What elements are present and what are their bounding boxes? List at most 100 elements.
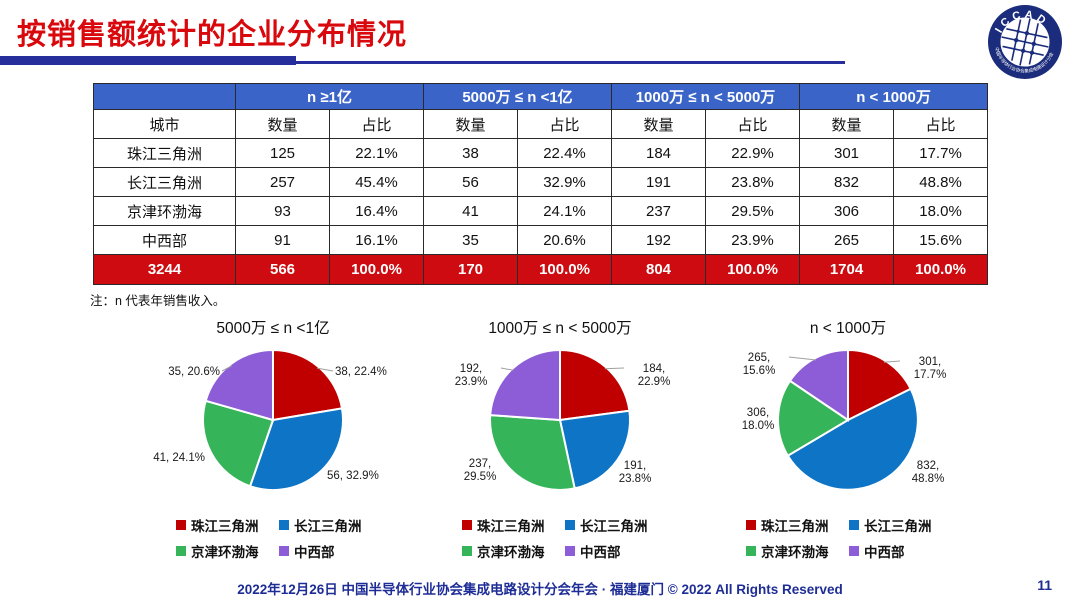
share-cell: 20.6% bbox=[517, 225, 612, 255]
pie-label: 832, 48.8% bbox=[912, 460, 945, 485]
count-cell: 257 bbox=[235, 167, 330, 197]
count-cell: 832 bbox=[799, 167, 895, 197]
legend-swatch-red bbox=[746, 520, 756, 530]
group-header-cell: 1000万 ≤ n < 5000万 bbox=[610, 83, 801, 110]
legend-item: 长江三角洲 bbox=[849, 515, 952, 535]
legend-swatch-purple bbox=[849, 546, 859, 556]
count-cell: 93 bbox=[235, 196, 330, 226]
legend-swatch-red bbox=[176, 520, 186, 530]
pie-slice-京津环渤海 bbox=[489, 414, 576, 491]
legend-row: 珠江三角洲 长江三角洲 bbox=[746, 512, 976, 538]
legend-item: 京津环渤海 bbox=[176, 541, 279, 561]
pie-label: 265, 15.6% bbox=[743, 352, 776, 377]
pie-label: 192, 23.9% bbox=[455, 363, 488, 388]
legend-label: 中西部 bbox=[864, 545, 905, 560]
count-cell: 306 bbox=[799, 196, 895, 226]
legend-label: 长江三角洲 bbox=[294, 519, 362, 534]
pie-label: 184, 22.9% bbox=[638, 363, 671, 388]
total-cell: 100.0% bbox=[704, 254, 801, 285]
legend-swatch-blue bbox=[849, 520, 859, 530]
subheader-cell: 数量 bbox=[799, 109, 895, 139]
pie-slice-珠江三角洲 bbox=[847, 348, 913, 422]
count-cell: 91 bbox=[235, 225, 330, 255]
legend-label: 中西部 bbox=[580, 545, 621, 560]
pie-title-3: n < 1000万 bbox=[809, 320, 887, 337]
share-cell: 15.6% bbox=[893, 225, 989, 255]
share-cell: 48.8% bbox=[893, 167, 989, 197]
legend-row: 京津环渤海 中西部 bbox=[746, 538, 976, 564]
share-cell: 22.4% bbox=[517, 138, 612, 168]
legend-label: 长江三角洲 bbox=[580, 519, 648, 534]
legend-label: 京津环渤海 bbox=[477, 545, 545, 560]
count-cell: 237 bbox=[611, 196, 706, 226]
city-cell: 中西部 bbox=[93, 225, 236, 255]
legend-label: 珠江三角洲 bbox=[761, 519, 829, 534]
share-cell: 16.4% bbox=[329, 196, 424, 226]
total-city-cell: 3244 bbox=[93, 254, 236, 285]
table-row: 中西部 91 16.1% 35 20.6% 192 23.9% 265 15.6… bbox=[93, 225, 989, 255]
city-cell: 京津环渤海 bbox=[93, 196, 236, 226]
pie-slice-珠江三角洲 bbox=[272, 348, 344, 422]
legend-label: 中西部 bbox=[294, 545, 335, 560]
title-accent-bar-thick bbox=[0, 56, 296, 65]
total-cell: 100.0% bbox=[517, 254, 612, 285]
page-title: 按销售额统计的企业分布情况 bbox=[17, 19, 408, 51]
legend-item: 珠江三角洲 bbox=[462, 515, 565, 535]
title-accent-bar-thin bbox=[296, 61, 845, 64]
table-group-header-row: n ≥1亿 5000万 ≤ n <1亿 1000万 ≤ n < 5000万 n … bbox=[93, 83, 989, 110]
share-cell: 22.9% bbox=[704, 138, 801, 168]
iccad-logo: ICCAD 中国半导体行业协会集成电路设计分会 bbox=[988, 5, 1062, 79]
total-cell: 170 bbox=[423, 254, 518, 285]
share-cell: 45.4% bbox=[329, 167, 424, 197]
pie-chart-1: 38, 22.4% 56, 32.9% 41, 24.1% 35, 20.6% bbox=[153, 348, 387, 491]
legend-pie-2: 珠江三角洲 长江三角洲 京津环渤海 中西部 bbox=[462, 512, 692, 564]
count-cell: 191 bbox=[611, 167, 706, 197]
pie-chart-2: 184, 22.9% 191, 23.8% 237, 29.5% 192, 23.9% bbox=[455, 348, 671, 491]
legend-item: 珠江三角洲 bbox=[746, 515, 849, 535]
legend-swatch-purple bbox=[565, 546, 575, 556]
label-leader-line bbox=[788, 356, 817, 361]
pie-label: 237, 29.5% bbox=[464, 458, 497, 483]
city-cell: 长江三角洲 bbox=[93, 167, 236, 197]
total-cell: 100.0% bbox=[893, 254, 989, 285]
footer-text: 2022年12月26日 中国半导体行业协会集成电路设计分会年会 · 福建厦门 ©… bbox=[237, 582, 843, 597]
share-cell: 17.7% bbox=[893, 138, 989, 168]
legend-label: 京津环渤海 bbox=[191, 545, 259, 560]
pie-title-2: 1000万 ≤ n < 5000万 bbox=[488, 320, 632, 337]
subheader-cell: 数量 bbox=[611, 109, 706, 139]
legend-swatch-green bbox=[746, 546, 756, 556]
legend-item: 珠江三角洲 bbox=[176, 515, 279, 535]
legend-swatch-purple bbox=[279, 546, 289, 556]
legend-pie-3: 珠江三角洲 长江三角洲 京津环渤海 中西部 bbox=[746, 512, 976, 564]
pie-label: 306, 18.0% bbox=[742, 407, 775, 432]
total-cell: 100.0% bbox=[329, 254, 424, 285]
share-cell: 22.1% bbox=[329, 138, 424, 168]
page-number: 11 bbox=[1037, 577, 1052, 593]
legend-swatch-blue bbox=[565, 520, 575, 530]
legend-swatch-red bbox=[462, 520, 472, 530]
legend-row: 京津环渤海 中西部 bbox=[176, 538, 406, 564]
pie-slice-中西部 bbox=[489, 348, 561, 422]
subheader-cell: 占比 bbox=[329, 109, 424, 139]
pie-slice-中西部 bbox=[204, 348, 274, 422]
label-leader-line bbox=[883, 360, 901, 363]
legend-item: 中西部 bbox=[565, 541, 668, 561]
subheader-cell: 占比 bbox=[704, 109, 801, 139]
legend-item: 长江三角洲 bbox=[279, 515, 382, 535]
legend-item: 中西部 bbox=[849, 541, 952, 561]
count-cell: 192 bbox=[611, 225, 706, 255]
label-leader-line bbox=[316, 367, 334, 372]
label-leader-line bbox=[500, 367, 514, 371]
pie-chart-3: 301, 17.7% 832, 48.8% 306, 18.0% 265, 15.6% bbox=[742, 348, 946, 491]
pie-label: 41, 24.1% bbox=[153, 452, 205, 464]
count-cell: 265 bbox=[799, 225, 895, 255]
group-header-cell: 5000万 ≤ n <1亿 bbox=[423, 83, 612, 110]
city-cell: 珠江三角洲 bbox=[93, 138, 236, 168]
legend-label: 长江三角洲 bbox=[864, 519, 932, 534]
subheader-cell: 数量 bbox=[235, 109, 330, 139]
total-cell: 804 bbox=[611, 254, 706, 285]
sales-distribution-table: n ≥1亿 5000万 ≤ n <1亿 1000万 ≤ n < 5000万 n … bbox=[93, 83, 989, 285]
pie-slice-中西部 bbox=[788, 348, 849, 422]
total-cell: 1704 bbox=[799, 254, 895, 285]
pie-slice-长江三角洲 bbox=[558, 409, 631, 490]
